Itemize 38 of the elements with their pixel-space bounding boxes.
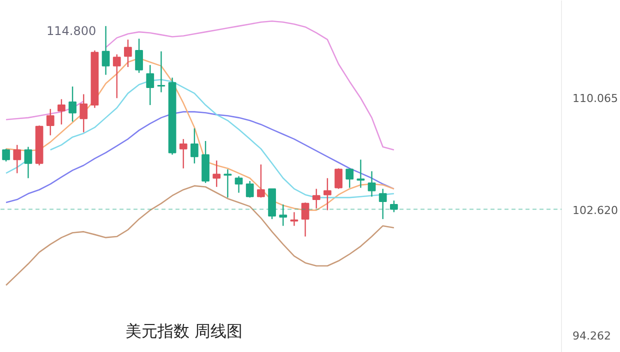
- candlestick: [246, 180, 254, 198]
- candlestick: [324, 178, 332, 211]
- candlestick: [124, 39, 132, 68]
- y-tick-label: 110.065: [572, 92, 618, 105]
- candlestick: [356, 159, 365, 188]
- candlestick: [13, 144, 22, 174]
- candlestick: [146, 64, 154, 106]
- candlestick: [68, 86, 76, 122]
- candlestick: [179, 138, 188, 169]
- candlestick: [190, 128, 198, 164]
- candlestick: [112, 54, 121, 99]
- candlestick: [378, 188, 387, 220]
- y-tick-label: 94.262: [572, 330, 611, 343]
- candlestick: [234, 176, 243, 194]
- line-series: [5, 185, 395, 286]
- candlestick: [257, 164, 265, 198]
- candlestick: [212, 160, 221, 188]
- candlestick: [279, 204, 288, 226]
- candlestick: [58, 98, 66, 126]
- candlestick: [157, 50, 166, 93]
- candlestick: [301, 202, 310, 238]
- ref-line-label: 102.620: [572, 204, 618, 217]
- candlestick: [290, 212, 298, 226]
- candlestick: [135, 38, 143, 74]
- candlestick: [224, 168, 232, 198]
- candlestick: [390, 200, 398, 213]
- candlestick: [334, 168, 342, 190]
- candlestick: [102, 25, 110, 76]
- line-series: [5, 111, 395, 204]
- candlestick: [368, 170, 376, 198]
- text: 美元指数 周线图: [126, 322, 243, 340]
- candlestick: [80, 94, 88, 133]
- candlestick: [346, 168, 354, 188]
- candlestick: [46, 108, 54, 136]
- candlestick: [312, 188, 320, 209]
- annotation: 114.800: [46, 24, 96, 38]
- candlestick: [24, 146, 32, 179]
- candlestick: [2, 148, 10, 162]
